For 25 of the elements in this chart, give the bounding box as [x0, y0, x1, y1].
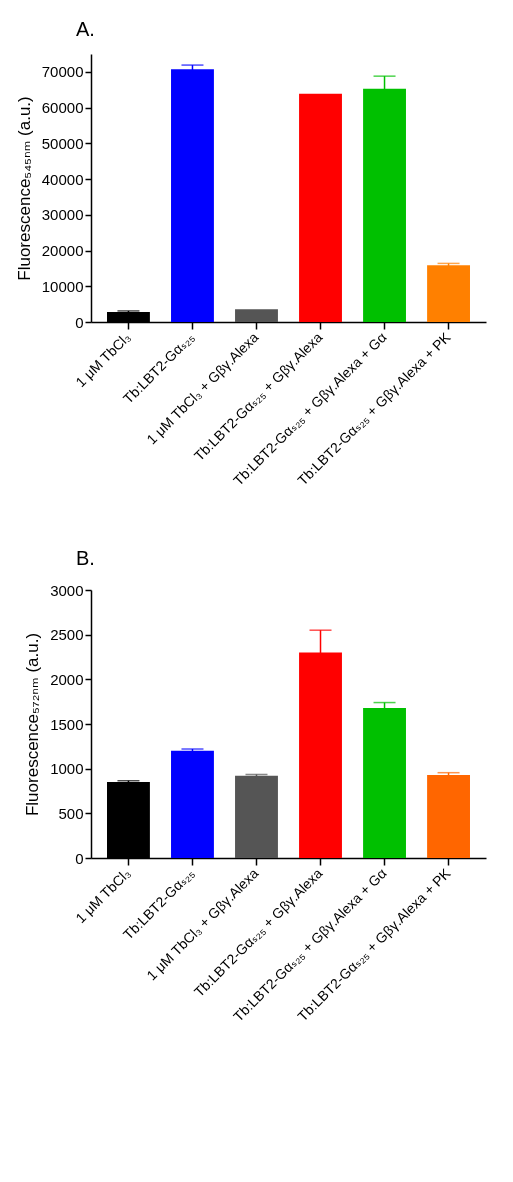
y-tick-label: 2500	[50, 626, 84, 644]
bar	[363, 707, 406, 858]
y-tick-label: 50000	[41, 134, 84, 152]
y-tick-label: 40000	[41, 170, 84, 188]
y-tick-label: 60000	[41, 99, 84, 117]
y-axis-title: Fluorescence₅₄₅ₙₘ (a.u.)	[14, 96, 34, 281]
chart-title: B.	[76, 547, 95, 569]
y-tick-label: 500	[58, 804, 84, 822]
chart-title: A.	[76, 18, 95, 40]
y-tick-label: 3000	[50, 581, 84, 599]
y-tick-label: 1500	[50, 715, 84, 733]
y-tick-label: 0	[75, 849, 84, 867]
y-tick-label: 2000	[50, 670, 84, 688]
y-axis-title: Fluorescence₅₇₂ₙₘ (a.u.)	[23, 632, 43, 817]
bar	[299, 93, 342, 322]
y-tick-label: 20000	[41, 242, 84, 260]
bar	[235, 309, 278, 322]
y-tick-label: 1000	[50, 760, 84, 778]
y-tick-label: 30000	[41, 206, 84, 224]
y-tick-label: 70000	[41, 63, 84, 81]
bar	[235, 775, 278, 858]
y-tick-label: 10000	[41, 277, 84, 295]
y-tick-label: 0	[75, 313, 84, 331]
bar	[171, 69, 214, 322]
bar	[171, 750, 214, 858]
